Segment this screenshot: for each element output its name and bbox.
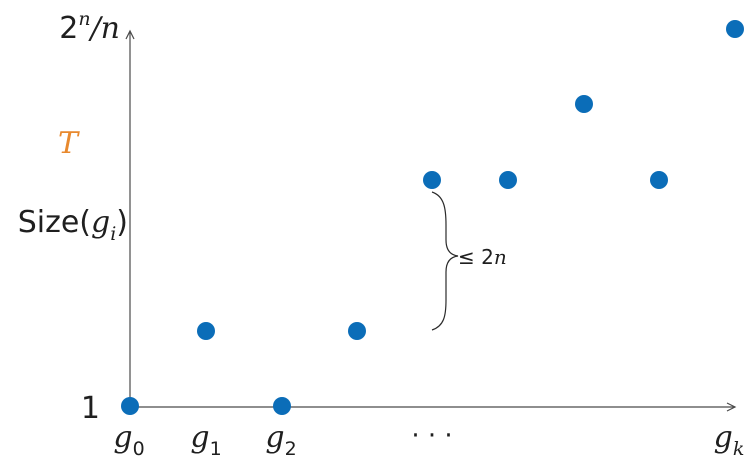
curly-brace (431, 191, 459, 331)
x-label-ellipsis: · · · (411, 421, 452, 451)
point-gk (726, 20, 744, 38)
point-g7 (650, 171, 668, 189)
threshold-label: T (58, 126, 80, 161)
point-g3 (348, 322, 366, 340)
x-label-gk: gk (714, 420, 745, 460)
y-label-one: 1 (81, 391, 100, 426)
point-g0 (121, 397, 139, 415)
point-g2 (273, 397, 291, 415)
point-g6 (575, 95, 593, 113)
brace-label: ≤ 2n (458, 245, 507, 269)
x-label-g0: g0 (113, 420, 144, 460)
point-g1 (197, 322, 215, 340)
y-label-size: Size(gi) (18, 205, 128, 245)
y-axis-arrowhead (125, 29, 135, 40)
point-g4 (423, 171, 441, 189)
x-label-g2: g2 (265, 420, 296, 460)
x-label-g1: g1 (190, 420, 221, 460)
x-axis-arrowhead (726, 402, 737, 412)
y-label-top: 2n/n (59, 8, 120, 46)
point-g5 (499, 171, 517, 189)
